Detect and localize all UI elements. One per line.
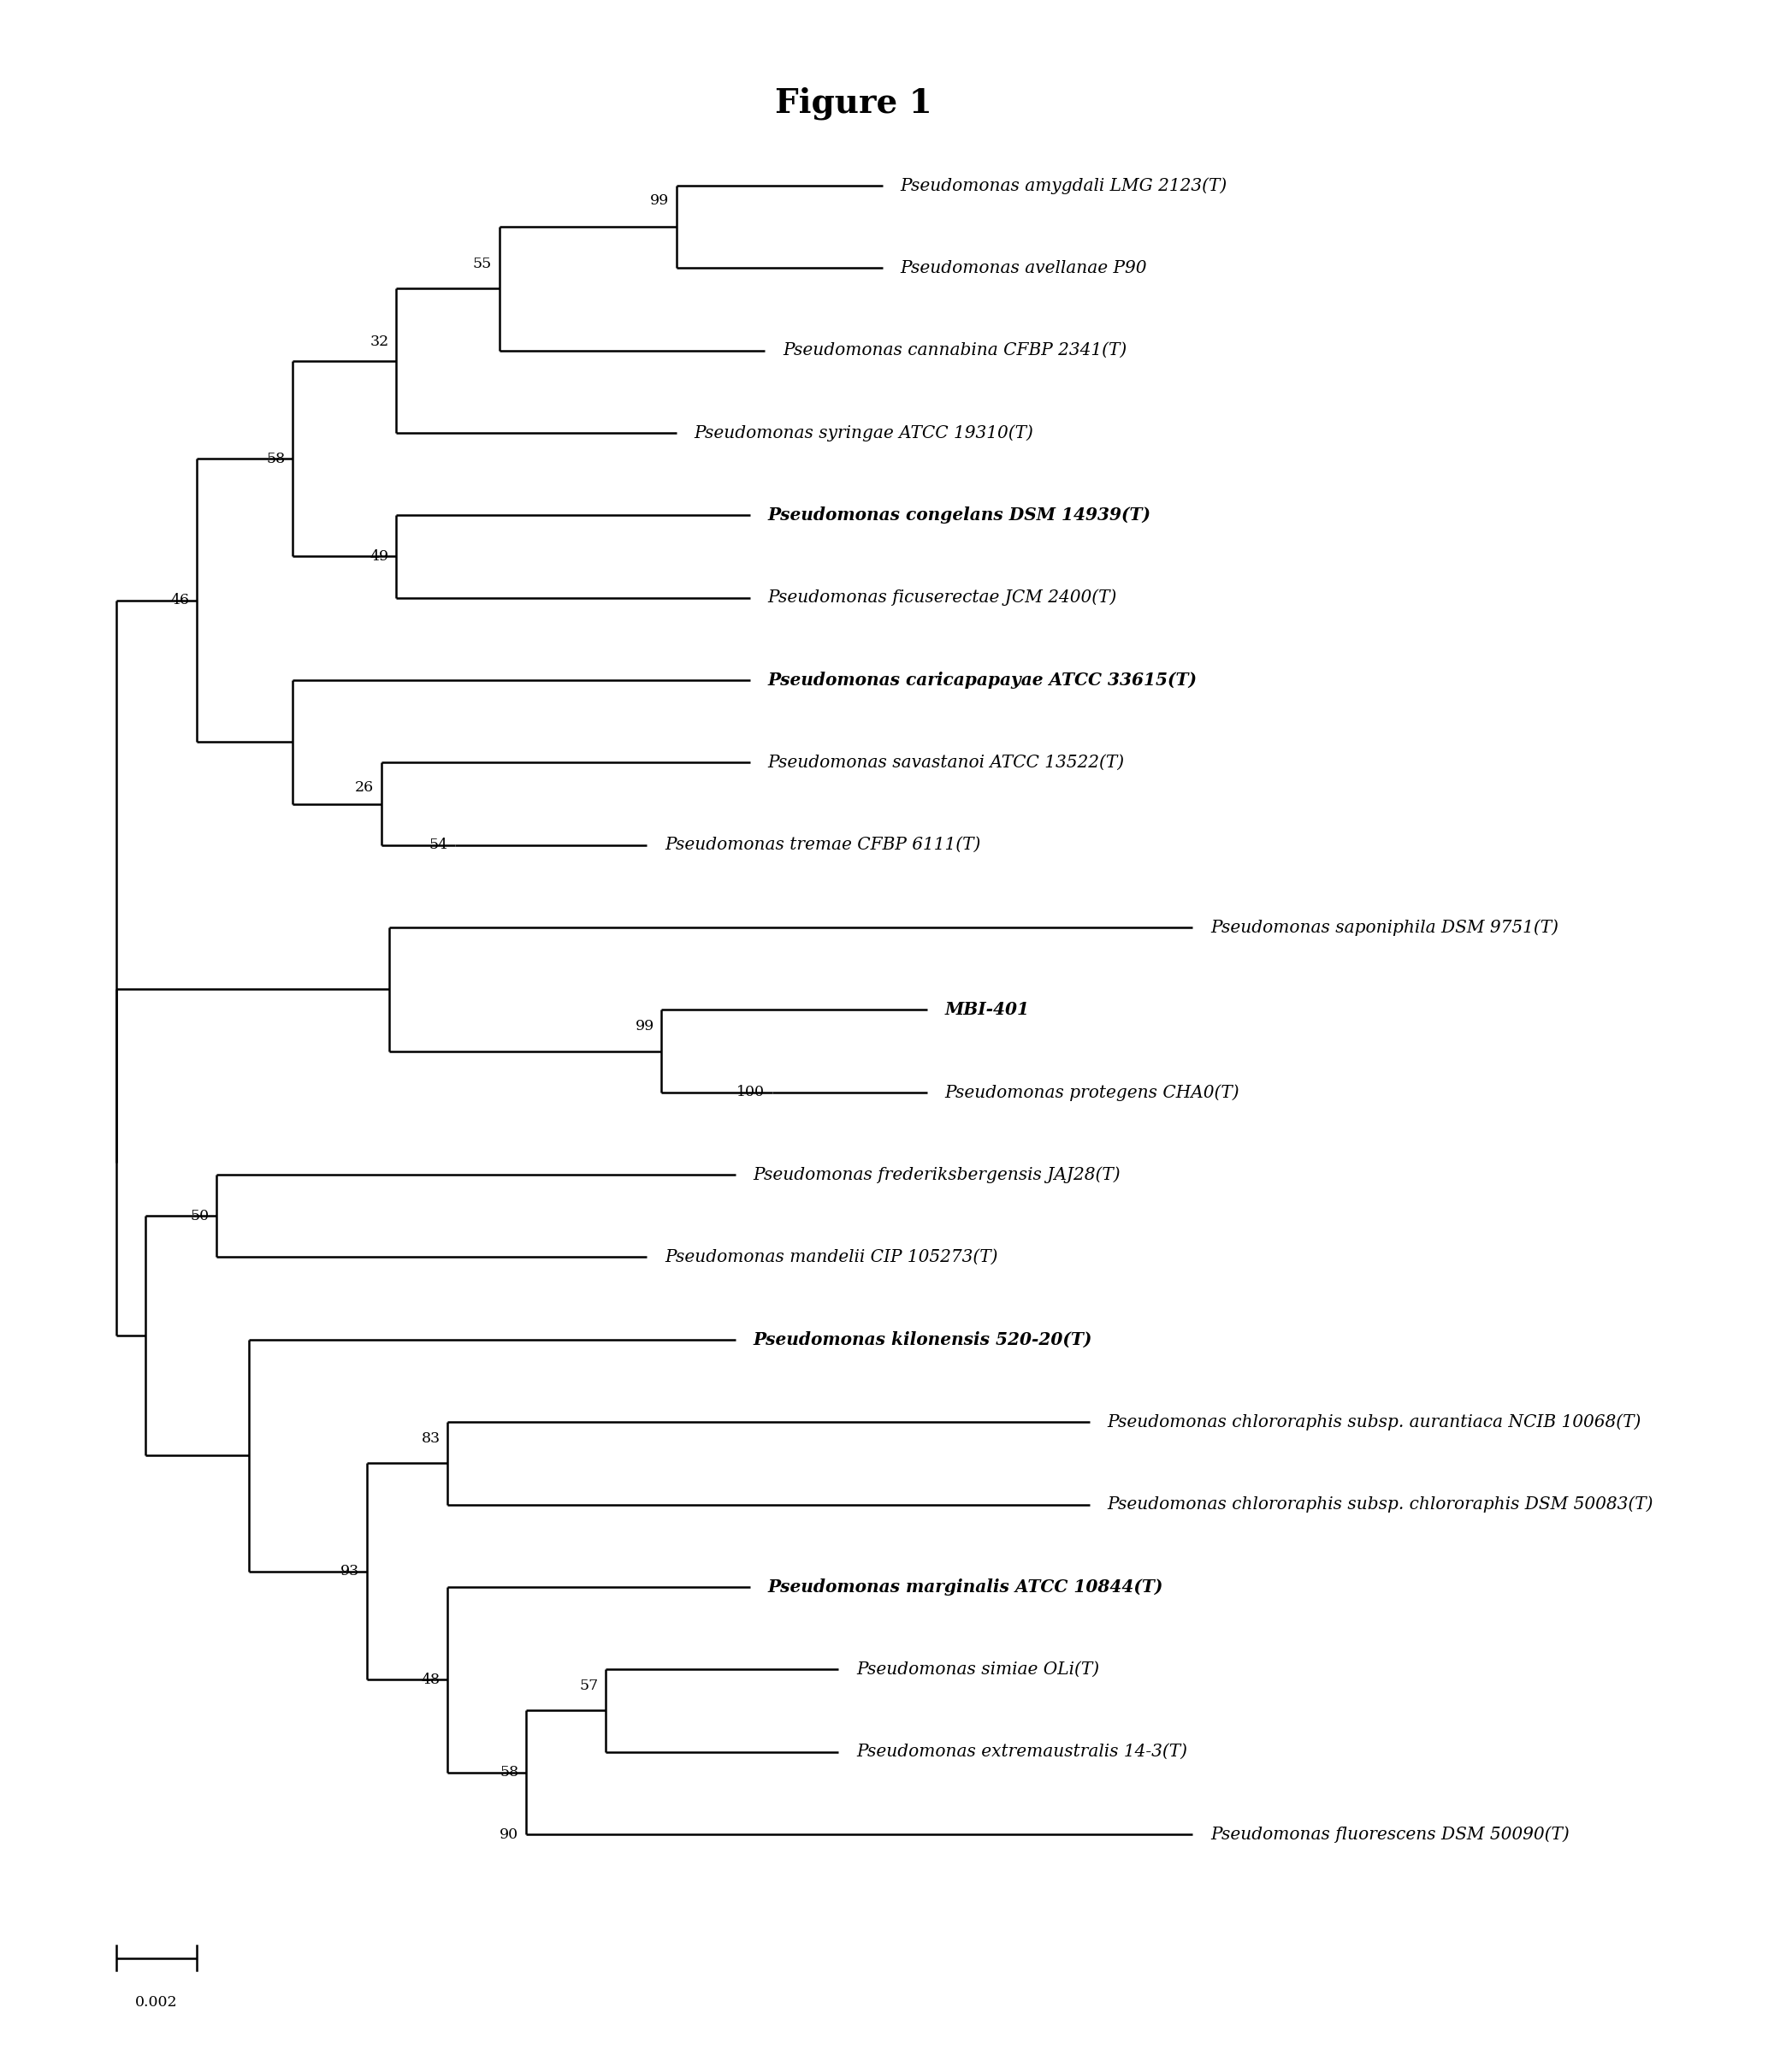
Text: 32: 32 [369,334,389,350]
Text: 55: 55 [473,256,493,272]
Text: 83: 83 [421,1430,441,1447]
Text: Pseudomonas congelans DSM 14939(T): Pseudomonas congelans DSM 14939(T) [767,507,1150,523]
Text: 93: 93 [340,1564,358,1579]
Text: 54: 54 [428,837,448,853]
Text: Pseudomonas simiae OLi(T): Pseudomonas simiae OLi(T) [857,1661,1098,1678]
Text: Pseudomonas chlororaphis subsp. aurantiaca NCIB 10068(T): Pseudomonas chlororaphis subsp. aurantia… [1107,1414,1641,1430]
Text: Pseudomonas ficuserectae JCM 2400(T): Pseudomonas ficuserectae JCM 2400(T) [767,589,1116,606]
Text: Pseudomonas extremaustralis 14-3(T): Pseudomonas extremaustralis 14-3(T) [857,1744,1188,1760]
Text: 50: 50 [190,1208,210,1224]
Text: Pseudomonas avellanae P90: Pseudomonas avellanae P90 [901,260,1147,276]
Text: 100: 100 [737,1084,765,1101]
Text: Pseudomonas amygdali LMG 2123(T): Pseudomonas amygdali LMG 2123(T) [901,177,1228,194]
Text: Pseudomonas marginalis ATCC 10844(T): Pseudomonas marginalis ATCC 10844(T) [767,1579,1163,1595]
Text: Pseudomonas chlororaphis subsp. chlororaphis DSM 50083(T): Pseudomonas chlororaphis subsp. chlorora… [1107,1496,1654,1513]
Text: 58: 58 [267,451,285,466]
Text: Pseudomonas saponiphila DSM 9751(T): Pseudomonas saponiphila DSM 9751(T) [1210,919,1559,936]
Text: Pseudomonas cannabina CFBP 2341(T): Pseudomonas cannabina CFBP 2341(T) [783,342,1127,359]
Text: Pseudomonas kilonensis 520-20(T): Pseudomonas kilonensis 520-20(T) [753,1331,1091,1348]
Text: 0.002: 0.002 [134,1995,177,2009]
Text: 46: 46 [170,594,190,608]
Text: Figure 1: Figure 1 [774,87,932,120]
Text: Pseudomonas caricapapayae ATCC 33615(T): Pseudomonas caricapapayae ATCC 33615(T) [767,672,1197,688]
Text: 48: 48 [421,1671,441,1688]
Text: Pseudomonas protegens CHA0(T): Pseudomonas protegens CHA0(T) [944,1084,1240,1101]
Text: Pseudomonas fluorescens DSM 50090(T): Pseudomonas fluorescens DSM 50090(T) [1210,1826,1570,1843]
Text: 90: 90 [500,1826,518,1843]
Text: Pseudomonas tremae CFBP 6111(T): Pseudomonas tremae CFBP 6111(T) [665,837,980,853]
Text: 49: 49 [369,548,389,565]
Text: MBI-401: MBI-401 [944,1002,1029,1018]
Text: 99: 99 [634,1018,654,1035]
Text: 99: 99 [650,194,668,208]
Text: Pseudomonas savastanoi ATCC 13522(T): Pseudomonas savastanoi ATCC 13522(T) [767,754,1125,771]
Text: Pseudomonas mandelii CIP 105273(T): Pseudomonas mandelii CIP 105273(T) [665,1249,998,1265]
Text: Pseudomonas frederiksbergensis JAJ28(T): Pseudomonas frederiksbergensis JAJ28(T) [753,1167,1120,1183]
Text: 58: 58 [500,1764,518,1781]
Text: 26: 26 [355,779,375,796]
Text: Pseudomonas syringae ATCC 19310(T): Pseudomonas syringae ATCC 19310(T) [694,425,1034,441]
Text: 57: 57 [579,1678,599,1694]
